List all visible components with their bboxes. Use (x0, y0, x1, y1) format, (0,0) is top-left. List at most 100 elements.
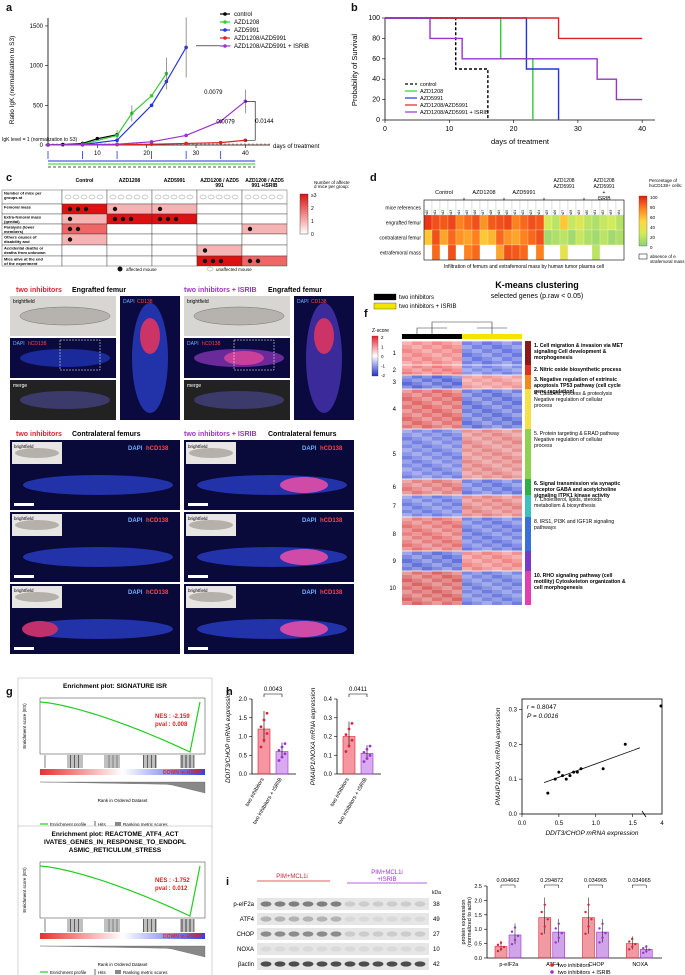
heat-cell (442, 409, 452, 413)
heat-cell (512, 368, 522, 372)
heat-cell (462, 555, 472, 559)
table-cell (241, 233, 288, 246)
mouse-ref-label: m23 (529, 210, 533, 216)
heat-cell (442, 502, 452, 506)
heat-cell (482, 513, 492, 517)
heat-cell (492, 491, 502, 495)
cluster-annotation: motility) Cytoskeleton organization & (534, 579, 626, 585)
blot-band (372, 916, 384, 922)
heat-cell (462, 382, 472, 386)
heat-cell (452, 567, 462, 571)
heat-cell (482, 405, 492, 409)
heat-cell (422, 520, 432, 525)
heat-cell (402, 429, 412, 433)
heat-cell (502, 524, 512, 529)
brightfield-label: brightfield (187, 299, 209, 305)
heat-cell (492, 578, 502, 583)
title-contralateral: Contralateral femurs (72, 431, 141, 438)
series-point-1 (149, 93, 154, 98)
blot-band (302, 901, 314, 907)
dapi-label: DAPI (187, 341, 199, 347)
heat-cell (432, 539, 442, 544)
heat-cell (452, 405, 462, 409)
cluster-annotation: 1. Cell migration & invasion via MET (534, 343, 624, 349)
heat-cell (472, 405, 482, 409)
y-tick-label: 0.1 (509, 777, 518, 783)
heat-cell (432, 513, 442, 517)
heat-cell (472, 551, 482, 555)
heat-cell (472, 471, 482, 476)
heat-cell (492, 498, 502, 503)
heat-cell (412, 601, 422, 605)
heat-cell (422, 586, 432, 590)
heat-cell (472, 440, 482, 445)
heat-cell (591, 214, 601, 231)
heat-cell (422, 436, 432, 441)
heat-cell (447, 214, 457, 231)
y-tick-label: 0.4 (324, 697, 333, 703)
heat-cell (452, 524, 462, 529)
heat-cell (422, 589, 432, 594)
heat-cell (512, 459, 522, 464)
heat-cell (422, 502, 432, 506)
heat-cell (432, 421, 442, 425)
panel-c-label: c (6, 172, 13, 184)
heat-cell (512, 582, 522, 587)
p-value: P = 0.0016 (527, 713, 559, 720)
mouse-ref-label: m33 (609, 210, 613, 216)
heat-cell (452, 502, 462, 506)
data-point (499, 941, 503, 944)
data-point (543, 903, 546, 906)
heat-cell (452, 509, 462, 514)
heat-cell (462, 448, 472, 453)
blot-band (414, 946, 426, 952)
brightfield-label: brightfield (14, 588, 34, 593)
y-axis-label: Probability of Survival (350, 34, 359, 106)
legend-label: AZD1208/AZD5991 + ISRIB (420, 110, 489, 116)
heat-cell (512, 375, 522, 379)
ranking-metric (39, 781, 206, 794)
heat-cell (482, 475, 492, 479)
heat-cell (482, 517, 492, 521)
heat-cell (492, 535, 502, 540)
es-box (39, 861, 206, 919)
table-cell (106, 244, 153, 257)
heat-cell (492, 444, 502, 449)
group-label: + (603, 190, 606, 196)
legend-label: two inhibitors + ISRIB (399, 304, 457, 310)
data-point (347, 744, 351, 748)
heat-cell (479, 229, 489, 246)
table-row-header: deaths from unknown (4, 250, 46, 255)
heat-cell (442, 345, 452, 349)
heat-cell (492, 378, 502, 382)
data-point (631, 937, 634, 941)
pval-label: 0.0079 (204, 90, 223, 96)
protein-label: ATF4 (240, 917, 255, 923)
heat-cell (472, 513, 482, 517)
heat-cell (402, 463, 412, 468)
unaffected-mouse-icon (117, 194, 125, 200)
heat-cell (422, 475, 432, 479)
bone-shape (19, 306, 111, 326)
table-cell (196, 233, 243, 246)
blot-band (414, 931, 426, 937)
heat-cell (462, 429, 472, 433)
heat-cell (502, 389, 512, 393)
scale-tick: 2 (311, 206, 314, 212)
inset-bone (15, 448, 59, 458)
heat-cell (412, 555, 422, 559)
heat-cell (412, 506, 422, 510)
heat-cell (472, 574, 482, 579)
heat-cell (462, 513, 472, 517)
heat-cell (422, 357, 432, 361)
heat-cell (512, 429, 522, 433)
blot-band (316, 931, 328, 937)
heat-cell (412, 582, 422, 587)
unaffected-label: unaffected mouse (216, 267, 252, 272)
data-point (587, 903, 590, 906)
heat-cell (452, 463, 462, 468)
heat-cell (502, 368, 512, 372)
heat-cell (512, 563, 522, 567)
heat-cell (442, 483, 452, 487)
heat-cell (422, 385, 432, 389)
